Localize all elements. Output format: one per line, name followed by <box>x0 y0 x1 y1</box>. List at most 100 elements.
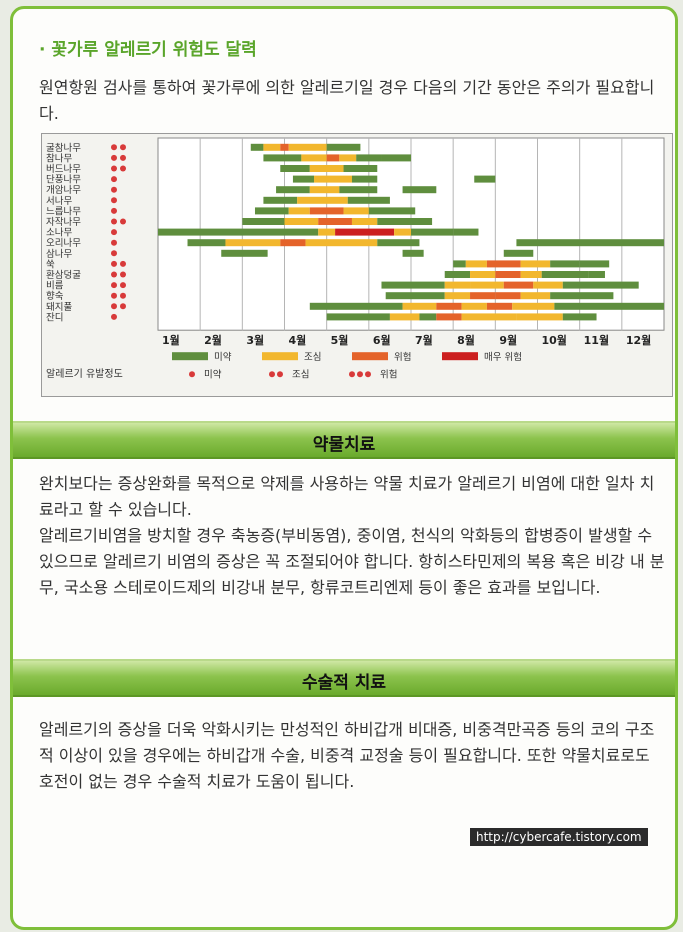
danger-dot <box>111 144 117 151</box>
pollen-bar-segment <box>297 196 348 204</box>
danger-dot <box>111 154 117 161</box>
plant-label: 개암나무 <box>46 184 81 196</box>
month-label: 12월 <box>626 333 651 347</box>
pollen-bar-segment <box>444 271 471 278</box>
pollen-bar-segment <box>419 313 437 321</box>
pollen-bar-segment <box>305 239 378 247</box>
pollen-bar-segment <box>474 175 496 183</box>
level-swatch <box>262 352 298 361</box>
pollen-bar-segment <box>562 281 639 289</box>
pollen-bar-segment <box>343 207 369 215</box>
pollen-calendar-svg: 굴참나무참나무버드나무단풍나무개암나무서나무느릅나무자작나무소나무오리나무삼나무… <box>46 137 665 381</box>
pollen-bar-segment <box>335 228 395 236</box>
plant-label: 단풍나무 <box>46 175 81 186</box>
medication-paragraph-1: 완치보다는 증상완화를 목적으로 약제를 사용하는 약물 치료가 알레르기 비염… <box>39 474 655 519</box>
month-label: 11월 <box>584 333 609 347</box>
pollen-bar-segment <box>280 165 310 172</box>
level-label: 조심 <box>304 352 321 363</box>
section-band-surgery: 수술적 치료 <box>13 659 675 697</box>
plant-label: 쑥 <box>46 259 55 270</box>
dot-legend-title: 알레르기 유발정도 <box>46 368 123 380</box>
month-label: 2월 <box>204 333 222 347</box>
danger-dot <box>111 197 117 204</box>
level-swatch <box>172 352 208 361</box>
pollen-bar-segment <box>512 302 555 310</box>
danger-dot <box>111 218 117 225</box>
pollen-bar-segment <box>402 302 437 310</box>
level-label: 미약 <box>214 351 232 363</box>
pollen-bar-segment <box>284 218 319 225</box>
pollen-bar-segment <box>326 313 390 321</box>
pollen-bar-segment <box>377 239 420 247</box>
month-label: 8월 <box>457 333 475 347</box>
pollen-bar-segment <box>377 218 433 225</box>
pollen-bar-segment <box>381 281 445 289</box>
danger-dot <box>111 176 117 183</box>
pollen-bar-segment <box>444 292 471 300</box>
pollen-bar-segment <box>503 249 534 257</box>
month-label: 1월 <box>162 333 180 347</box>
pollen-bar-segment <box>309 302 403 310</box>
dot-legend-label: 위험 <box>380 369 397 381</box>
pollen-bar-segment <box>288 207 310 215</box>
plant-label: 향숙 <box>46 290 64 302</box>
dot-legend-label: 미약 <box>204 369 222 381</box>
pollen-bar-segment <box>326 143 361 151</box>
month-label: 3월 <box>246 333 264 347</box>
pollen-bar-segment <box>309 186 340 194</box>
danger-dot <box>111 260 117 267</box>
pollen-bar-segment <box>254 207 289 215</box>
pollen-bar-segment <box>520 271 542 278</box>
plant-label: 느릅나무 <box>46 206 81 217</box>
pollen-bar-segment <box>516 239 664 247</box>
pollen-bar-segment <box>263 196 298 204</box>
pollen-bar-segment <box>276 186 310 194</box>
pollen-bar-segment <box>292 175 315 183</box>
pollen-bar-segment <box>495 292 521 300</box>
pollen-bar-segment <box>470 281 504 289</box>
danger-dot <box>120 260 126 267</box>
plant-label: 오리나무 <box>46 238 81 249</box>
dot-legend-marker <box>365 371 371 378</box>
level-label: 매우 위험 <box>484 351 522 363</box>
pollen-bar-segment <box>520 292 551 300</box>
pollen-bar-segment <box>318 228 336 236</box>
pollen-bar-segment <box>385 292 445 300</box>
level-label: 위험 <box>394 351 411 363</box>
danger-dot <box>111 165 117 172</box>
danger-dot <box>111 292 117 299</box>
plant-label: 소나무 <box>46 228 72 239</box>
section-heading-medication: 약물치료 <box>312 435 376 455</box>
pollen-bar-segment <box>326 154 340 162</box>
danger-dot <box>111 239 117 246</box>
brochure-page: · 꽃가루 알레르기 위험도 달력 원연항원 검사를 통하여 꽃가루에 의한 알… <box>10 6 678 930</box>
pollen-bar-segment <box>263 143 281 151</box>
pollen-bar-segment <box>339 186 378 194</box>
pollen-bar-segment <box>470 271 496 278</box>
pollen-bar-segment <box>309 165 344 172</box>
pollen-bar-segment <box>158 228 319 236</box>
pollen-bar-segment <box>351 175 378 183</box>
month-label: 10월 <box>542 333 567 347</box>
plant-label: 버드나무 <box>46 164 81 175</box>
pollen-bar-segment <box>588 271 605 278</box>
pollen-bar-segment <box>533 281 563 289</box>
plant-label: 환삼덩굴 <box>46 269 81 281</box>
pollen-bar-segment <box>368 207 416 215</box>
pollen-bar-segment <box>301 154 327 162</box>
danger-dot <box>111 207 117 214</box>
pollen-bar-segment <box>470 292 496 300</box>
pollen-bar-segment <box>280 143 289 151</box>
pollen-bar-segment <box>402 249 424 257</box>
month-label: 5월 <box>331 333 349 347</box>
pollen-bar-segment <box>550 260 580 268</box>
danger-dot <box>111 229 117 236</box>
pollen-bar-segment <box>343 165 378 172</box>
plant-label: 자작나무 <box>46 217 81 228</box>
section-heading-surgery: 수술적 치료 <box>301 673 387 693</box>
pollen-bar-segment <box>318 218 352 225</box>
pollen-bar-segment <box>356 154 382 162</box>
watermark-url: http://cybercafe.tistory.com <box>470 828 648 846</box>
level-swatch <box>352 352 388 361</box>
pollen-bar-segment <box>242 218 285 225</box>
